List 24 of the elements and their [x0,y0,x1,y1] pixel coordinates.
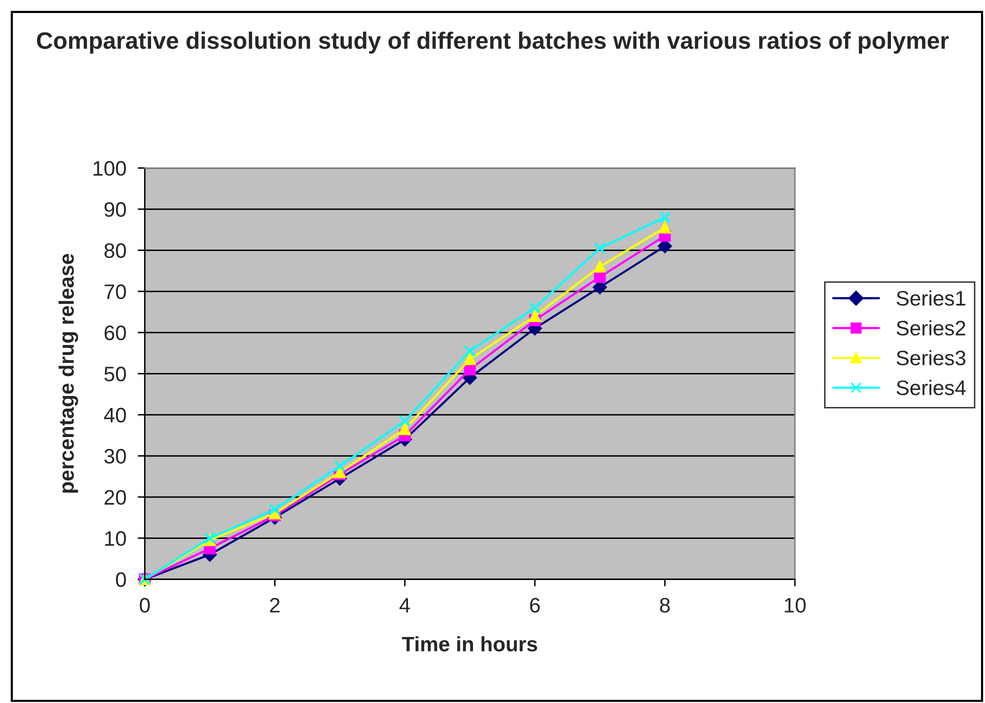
legend-label: Series3 [896,350,966,366]
y-axis-title: percentage drug release [58,254,78,493]
x-tick-label: 0 [140,598,150,613]
y-tick-label: 90 [104,202,126,217]
y-tick-label: 20 [104,490,126,505]
x-tick-label: 2 [270,598,280,612]
x-axis-title: Time in hours [402,636,538,652]
y-tick-label: 70 [104,284,126,300]
x-tick-label: 4 [400,598,410,612]
y-tick-label: 10 [105,531,126,546]
y-tick-label: 50 [104,366,126,382]
y-tick-label: 60 [104,326,126,340]
legend-label: Series4 [896,380,966,396]
y-tick-label: 40 [104,408,126,423]
x-tick-label: 6 [530,598,540,613]
y-tick-label: 80 [104,243,126,258]
y-tick-label: 0 [116,572,126,588]
x-tick-label: 10 [784,598,806,613]
legend-label: Series2 [896,320,966,336]
y-tick-label: 30 [104,448,126,464]
chart-title: Comparative dissolution study of different batches with various ratios of polymer [36,32,949,54]
y-tick-label: 100 [94,161,126,176]
legend-label: Series1 [896,290,966,306]
x-tick-label: 8 [660,598,670,613]
